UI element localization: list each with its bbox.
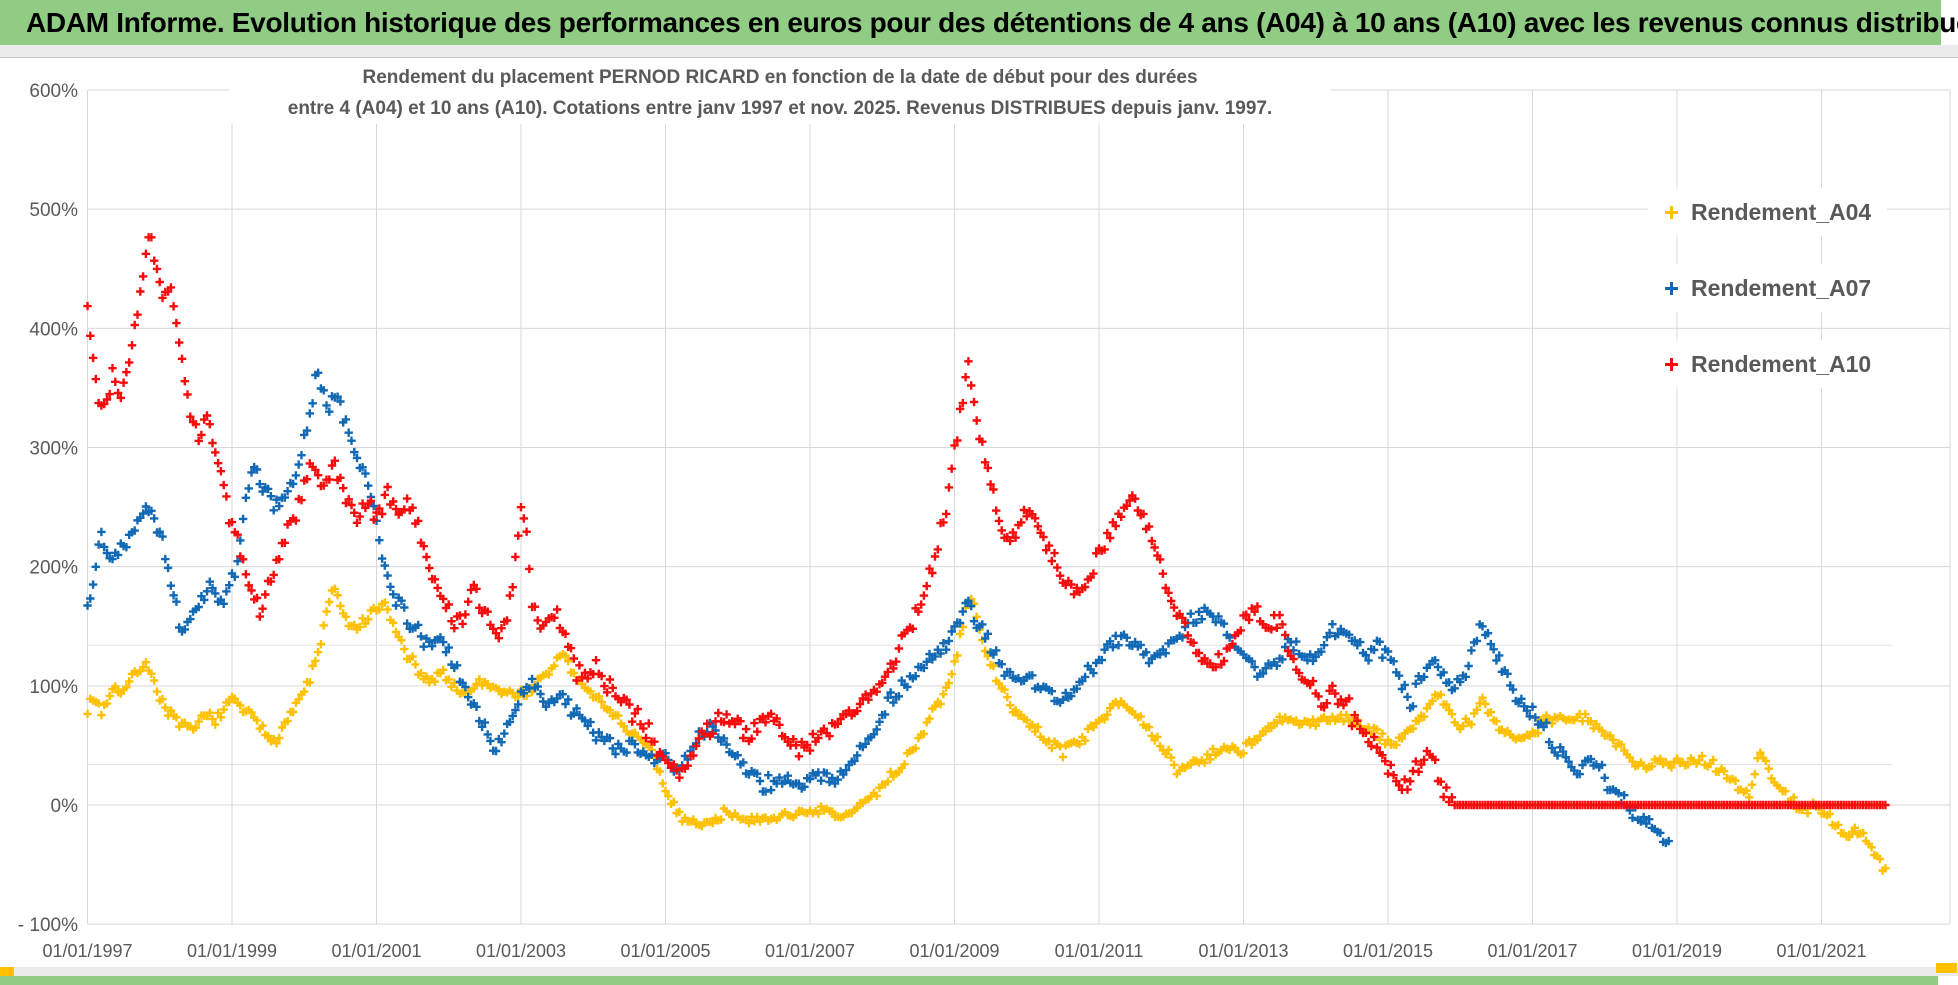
x-tick-label: 01/01/2019: [1632, 941, 1722, 961]
x-tick-label: 01/01/1997: [42, 941, 132, 961]
series-rendement_a07: [83, 368, 1673, 848]
series-rendement_a10: [83, 233, 1890, 810]
x-tick-label: 01/01/2001: [331, 941, 421, 961]
banner: ADAM Informe. Evolution historique des p…: [0, 0, 1958, 45]
legend-item-a04[interactable]: Rendement_A04: [1648, 188, 1888, 236]
bottom-right-accent-mark: [1936, 963, 1957, 973]
y-tick-label: 400%: [29, 319, 78, 340]
plus-marker-icon: [1665, 357, 1678, 371]
x-tick-label: 01/01/2017: [1487, 941, 1577, 961]
x-tick-label: 01/01/2013: [1198, 941, 1288, 961]
chart-title-line1: Rendement du placement PERNOD RICARD en …: [362, 67, 1198, 88]
series-rendement_a04: [83, 584, 1890, 875]
plus-marker-icon: [1665, 281, 1678, 295]
bottom-bar: [0, 976, 1938, 985]
x-tick-label: 01/01/2003: [476, 941, 566, 961]
x-axis-labels: 01/01/1997 01/01/1999 01/01/2001 01/01/2003…: [42, 941, 1866, 961]
y-axis-labels: 600% 500% 400% 300% 200% 100% 0% - 100%: [18, 81, 78, 936]
y-tick-label: 100%: [29, 677, 78, 698]
bottom-left-accent-mark: [0, 967, 14, 976]
x-tick-label: 01/01/2011: [1055, 941, 1144, 961]
chart-title-line2: entre 4 (A04) et 10 ans (A10). Cotations…: [287, 98, 1273, 119]
legend-label-a07: Rendement_A07: [1691, 274, 1872, 301]
x-tick-label: 01/01/2007: [765, 941, 855, 961]
x-tick-label: 01/01/2009: [909, 941, 999, 961]
x-tick-label: 01/01/2005: [620, 941, 710, 961]
bottom-divider: [0, 967, 1958, 976]
y-tick-label: 200%: [29, 558, 78, 579]
plus-marker-icon: [1665, 205, 1678, 219]
y-tick-label: - 100%: [18, 915, 78, 936]
x-tick-label: 01/01/2021: [1776, 941, 1866, 961]
legend-label-a04: Rendement_A04: [1691, 198, 1872, 225]
banner-title: ADAM Informe. Evolution historique des p…: [26, 6, 1958, 38]
x-tick-label: 01/01/1999: [187, 941, 277, 961]
legend-item-a10[interactable]: Rendement_A10: [1648, 340, 1888, 388]
y-tick-label: 500%: [29, 200, 78, 221]
y-tick-label: 600%: [29, 81, 78, 102]
banner-divider: [0, 45, 1958, 58]
y-tick-label: 300%: [29, 438, 78, 459]
x-tick-label: 01/01/2015: [1343, 941, 1433, 961]
legend-item-a07[interactable]: Rendement_A07: [1648, 264, 1888, 312]
legend-label-a10: Rendement_A10: [1691, 350, 1872, 377]
legend: Rendement_A04 Rendement_A07 Rendement_A1…: [1648, 188, 1888, 388]
chart-title: Rendement du placement PERNOD RICARD en …: [230, 62, 1330, 124]
y-tick-label: 0%: [51, 796, 79, 817]
